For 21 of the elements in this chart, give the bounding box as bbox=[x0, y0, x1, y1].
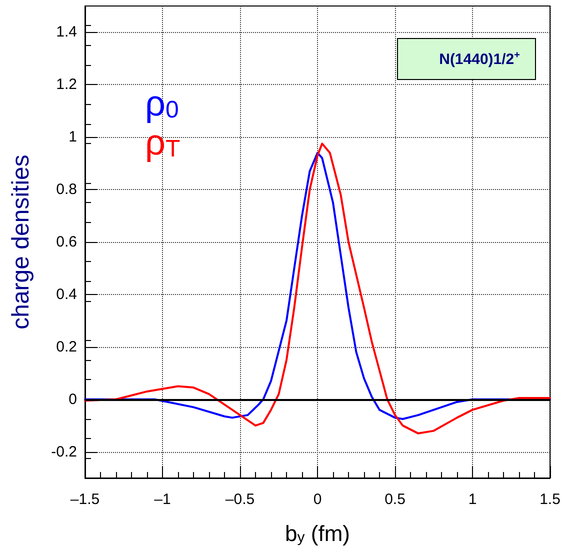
y-axis-title: charge densities bbox=[8, 154, 34, 330]
y-tick-label: 1 bbox=[68, 128, 77, 146]
y-tick-label: 0.2 bbox=[56, 338, 77, 356]
y-tick-label: 0.8 bbox=[56, 181, 77, 198]
y-tick-label: -0.2 bbox=[51, 443, 77, 460]
x-tick-label: –1.5 bbox=[70, 491, 100, 508]
x-axis-title: by (fm) bbox=[285, 521, 350, 546]
text: ρT bbox=[145, 122, 180, 162]
x-tick-label: 0 bbox=[313, 491, 322, 508]
x-tick-label: –0.5 bbox=[225, 491, 255, 508]
annotation: N(1440)1/2$^{+}$ bbox=[439, 50, 520, 68]
text: ρ0 bbox=[145, 82, 179, 124]
y-tick-label: 0.6 bbox=[56, 234, 77, 250]
x-tick-label: –1 bbox=[154, 491, 171, 508]
x-tick-label: 0.5 bbox=[384, 491, 406, 508]
x-tick-label: 1.5 bbox=[540, 491, 560, 508]
y-tick-label: 1.2 bbox=[56, 76, 77, 94]
y-tick-label: 0.4 bbox=[56, 286, 77, 303]
y-tick-label: 1.4 bbox=[56, 24, 77, 41]
x-tick-label: 1 bbox=[468, 491, 477, 508]
y-tick-label: 0 bbox=[68, 390, 77, 408]
